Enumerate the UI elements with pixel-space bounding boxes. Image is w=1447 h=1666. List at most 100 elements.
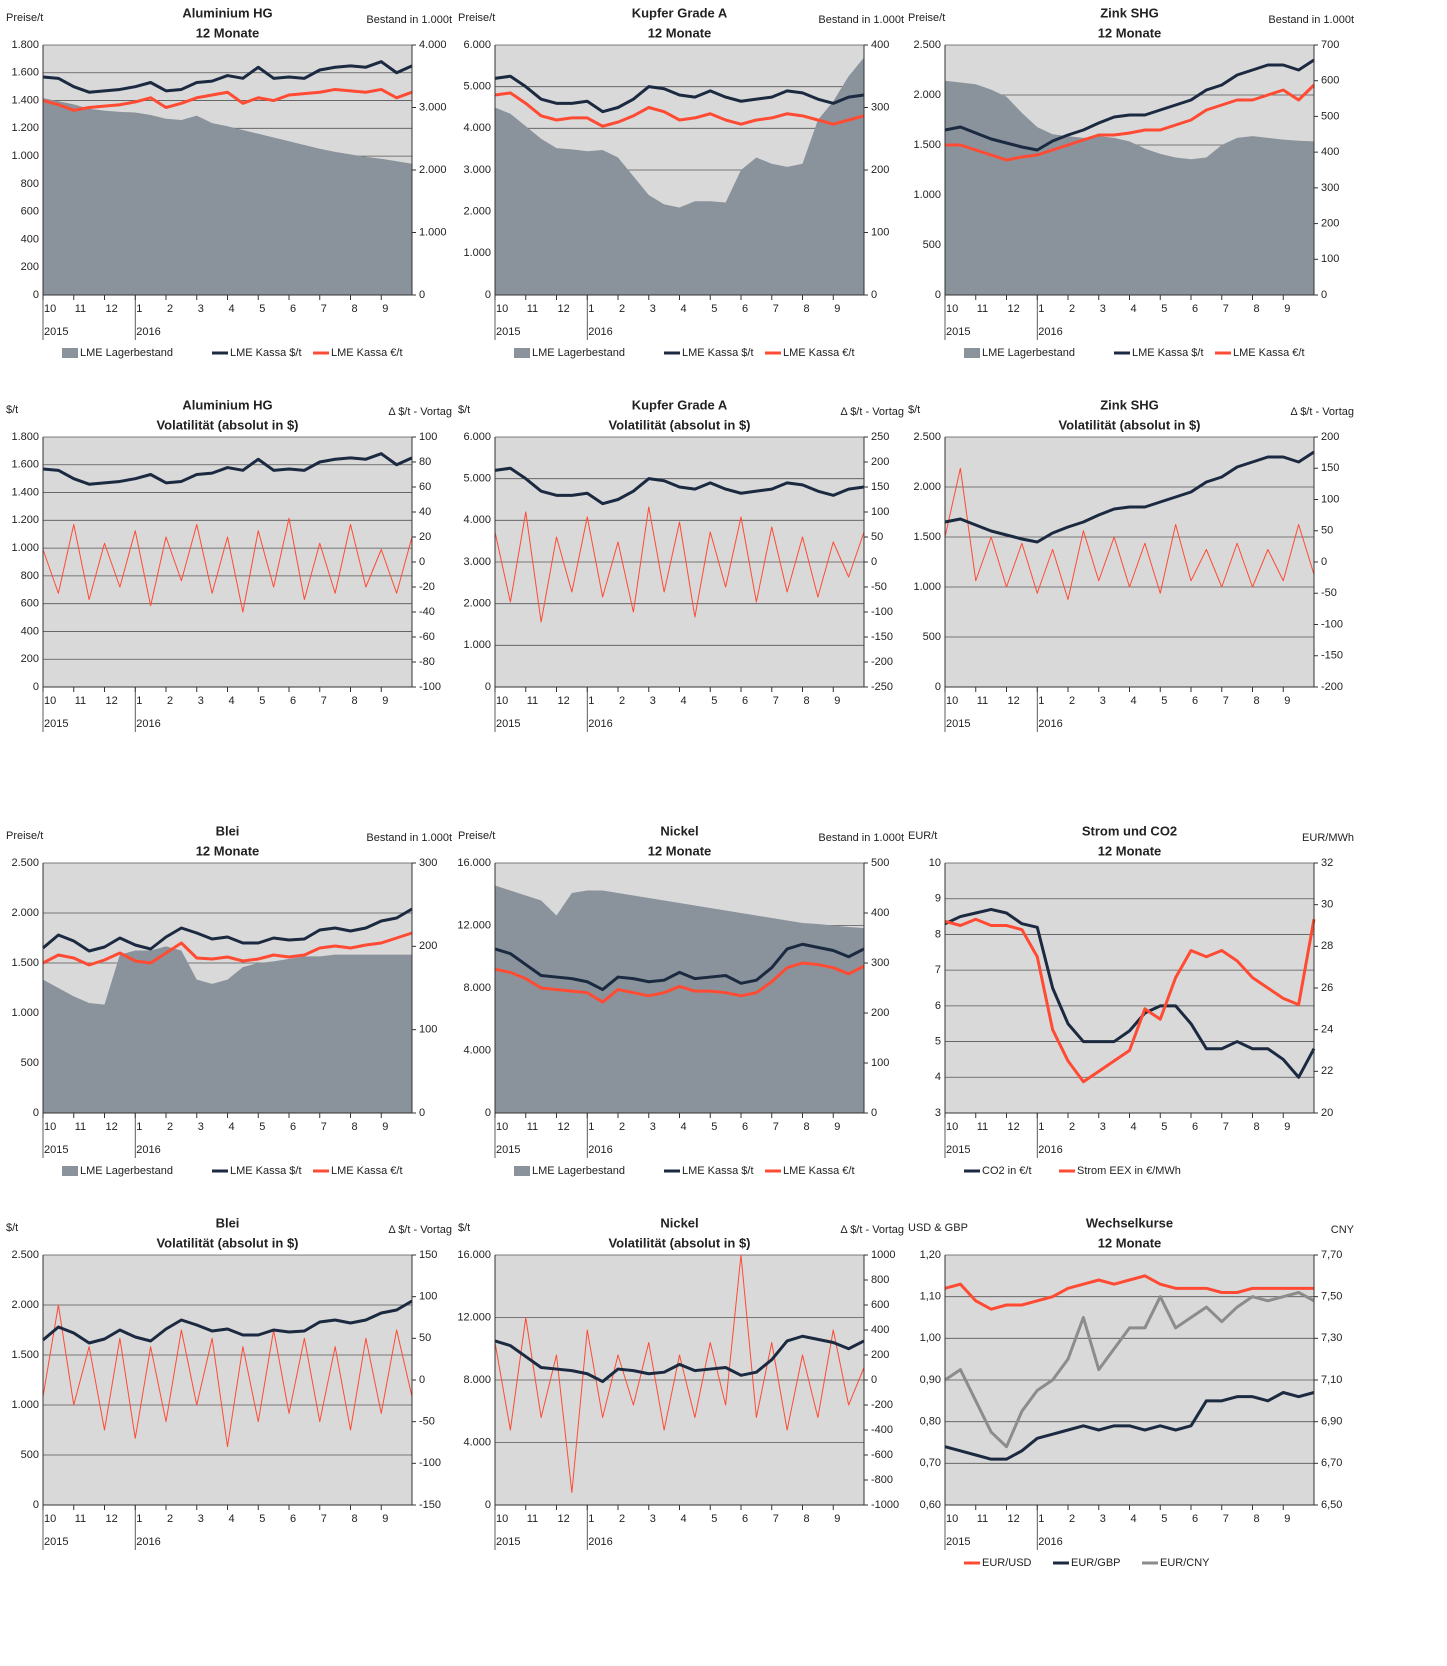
x-tick-label: 11 — [527, 1121, 538, 1133]
x-tick-label: 5 — [1161, 1513, 1167, 1525]
y-tick-label: 200 — [21, 653, 39, 665]
x-tick-label: 10 — [946, 695, 958, 707]
y2-tick-label: -50 — [1321, 587, 1337, 599]
x-tick-label: 5 — [711, 695, 717, 707]
legend-label: LME Lagerbestand — [532, 347, 625, 359]
x-tick-label: 8 — [352, 1513, 358, 1525]
x-tick-label: 1 — [136, 303, 142, 315]
y2-axis-label: CNY — [1331, 1224, 1355, 1236]
chart-subtitle: Volatilität (absolut in $) — [608, 1235, 750, 1250]
year-label: 2015 — [946, 326, 970, 338]
y2-tick-label: 0 — [871, 1107, 877, 1119]
y2-tick-label: -20 — [419, 581, 435, 593]
y-tick-label: 0,90 — [920, 1374, 941, 1386]
legend-label: LME Kassa €/t — [1233, 347, 1305, 359]
y-axis-label: Preise/t — [458, 830, 495, 842]
x-tick-label: 6 — [742, 1121, 748, 1133]
x-tick-label: 4 — [681, 1513, 687, 1525]
y2-tick-label: -200 — [871, 656, 893, 668]
y-tick-label: 2.500 — [11, 1249, 39, 1261]
x-tick-label: 10 — [496, 303, 508, 315]
y-axis-label: $/t — [6, 404, 18, 416]
y-axis-label: $/t — [908, 404, 920, 416]
x-tick-label: 3 — [1100, 1513, 1106, 1525]
chart-title: Strom und CO2 — [1082, 823, 1177, 838]
y2-tick-label: 100 — [871, 1057, 889, 1069]
legend-label: CO2 in €/t — [982, 1165, 1032, 1177]
y2-tick-label: 0 — [871, 1374, 877, 1386]
x-tick-label: 7 — [773, 303, 779, 315]
x-tick-label: 3 — [198, 1121, 204, 1133]
y2-tick-label: 400 — [871, 39, 889, 51]
y-tick-label: 1,00 — [920, 1332, 941, 1344]
y2-tick-label: 100 — [419, 431, 437, 443]
year-label: 2015 — [946, 1536, 970, 1548]
y2-tick-label: 400 — [871, 907, 889, 919]
y2-tick-label: 3.000 — [419, 101, 447, 113]
line — [944, 1291, 1315, 1449]
y2-tick-label: 100 — [1321, 493, 1339, 505]
plot-background — [43, 437, 412, 687]
y2-axis-label: Bestand in 1.000t — [1268, 14, 1354, 26]
y2-tick-label: 800 — [871, 1274, 889, 1286]
x-tick-label: 10 — [496, 1513, 508, 1525]
y-tick-label: 1.000 — [11, 1399, 39, 1411]
x-tick-label: 10 — [44, 303, 56, 315]
y-tick-label: 0 — [485, 681, 491, 693]
x-tick-label: 5 — [1161, 695, 1167, 707]
y-tick-label: 1.000 — [463, 639, 491, 651]
y2-tick-label: 0 — [871, 289, 877, 301]
y2-axis-label: Bestand in 1.000t — [818, 14, 904, 26]
y2-tick-label: 100 — [871, 226, 889, 238]
legend-swatch — [514, 1166, 530, 1176]
legend-swatch — [964, 348, 980, 358]
x-tick-label: 9 — [1284, 1121, 1290, 1133]
y2-tick-label: 300 — [1321, 182, 1339, 194]
x-tick-label: 11 — [527, 1513, 538, 1525]
year-label: 2016 — [1038, 1144, 1062, 1156]
area — [495, 57, 864, 295]
x-tick-label: 2 — [167, 695, 173, 707]
y-tick-label: 600 — [21, 206, 39, 218]
x-tick-label: 8 — [804, 1513, 810, 1525]
y2-tick-label: -100 — [1321, 618, 1343, 630]
y-tick-label: 1,10 — [920, 1291, 941, 1303]
chart-subtitle: 12 Monate — [196, 843, 260, 858]
y-tick-label: 200 — [21, 261, 39, 273]
line — [494, 506, 865, 623]
x-tick-label: 9 — [382, 695, 388, 707]
x-tick-label: 5 — [1161, 303, 1167, 315]
y-tick-label: 2.000 — [11, 1299, 39, 1311]
x-tick-label: 2 — [619, 695, 625, 707]
x-tick-label: 7 — [1223, 695, 1229, 707]
x-tick-label: 4 — [681, 1121, 687, 1133]
y2-axis-label: EUR/MWh — [1302, 832, 1354, 844]
y2-tick-label: 2.000 — [419, 164, 447, 176]
year-label: 2015 — [496, 718, 520, 730]
x-tick-label: 10 — [44, 1513, 56, 1525]
year-label: 2015 — [44, 326, 68, 338]
x-tick-label: 5 — [259, 695, 265, 707]
x-tick-label: 6 — [1192, 695, 1198, 707]
x-tick-label: 2 — [167, 303, 173, 315]
line — [945, 83, 1316, 162]
chart-title: Zink SHG — [1100, 397, 1159, 412]
y2-tick-label: -50 — [419, 1416, 435, 1428]
x-tick-label: 11 — [75, 303, 86, 315]
y2-tick-label: 1000 — [871, 1249, 895, 1261]
line — [944, 907, 1316, 1079]
x-tick-label: 5 — [711, 1513, 717, 1525]
x-tick-label: 9 — [834, 1513, 840, 1525]
y-tick-label: 1.000 — [913, 581, 941, 593]
year-label: 2016 — [588, 326, 612, 338]
x-tick-label: 12 — [106, 1513, 118, 1525]
y2-tick-label: 50 — [1321, 525, 1333, 537]
legend-swatch — [514, 348, 530, 358]
year-label: 2016 — [136, 1536, 160, 1548]
legend-label: LME Kassa €/t — [331, 1165, 403, 1177]
y2-tick-label: 150 — [871, 481, 889, 493]
chart-title: Nickel — [660, 823, 698, 838]
legend-label: LME Kassa $/t — [682, 347, 754, 359]
y-tick-label: 2.000 — [913, 89, 941, 101]
